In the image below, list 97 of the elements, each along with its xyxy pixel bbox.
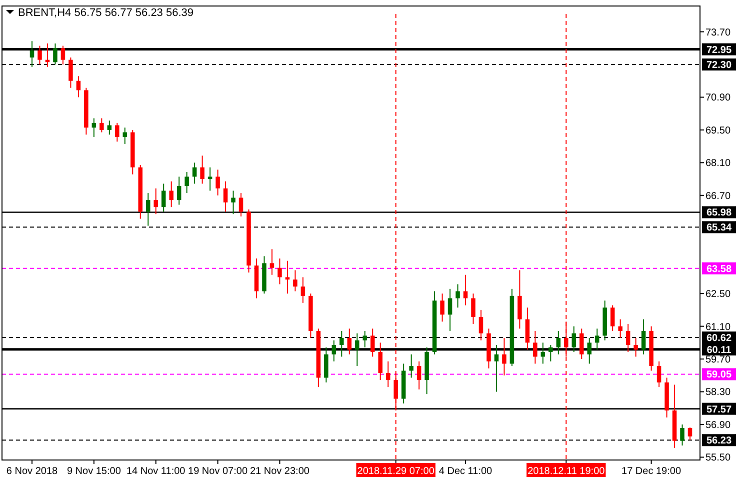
candlestick	[238, 192, 244, 217]
y-tick-label: 73.70	[705, 27, 731, 38]
candlestick	[370, 328, 375, 358]
candlestick	[176, 176, 182, 206]
candlestick	[656, 360, 662, 388]
candlestick	[30, 40, 34, 68]
ref-line-label: 65.98	[706, 208, 732, 219]
x-tick-label: 6 Nov 2018	[6, 466, 58, 477]
y-tick-label: 61.10	[705, 322, 731, 333]
x-tick-label: 17 Dec 19:00	[622, 466, 682, 477]
ref-line-label: 60.62	[706, 333, 732, 344]
candlestick	[332, 340, 336, 362]
candlestick	[641, 318, 646, 355]
candlestick	[355, 332, 360, 367]
candlestick	[579, 328, 584, 360]
candlestick	[192, 162, 197, 184]
candlestick	[340, 330, 344, 358]
candlestick	[270, 248, 274, 276]
candlestick	[223, 180, 228, 212]
candlestick	[594, 328, 600, 350]
candlestick	[347, 328, 352, 355]
candlestick	[409, 354, 414, 378]
ref-line-label: 60.11	[706, 344, 732, 356]
candlestick	[618, 318, 622, 338]
ref-line-label: 72.95	[706, 44, 732, 56]
y-tick-label: 70.90	[705, 92, 731, 104]
candlestick	[416, 360, 422, 390]
ref-line-label: 72.30	[706, 60, 732, 71]
candlestick	[626, 323, 630, 353]
candlestick	[184, 172, 189, 194]
candlestick	[208, 166, 212, 192]
candlestick	[154, 188, 158, 215]
candlestick	[115, 122, 120, 142]
candlestick	[300, 276, 306, 304]
y-tick-label: 59.70	[705, 354, 731, 366]
x-tick-label: 4 Dec 11:00	[438, 466, 493, 477]
candlestick	[548, 344, 553, 362]
x-tick-label: 14 Nov 11:00	[126, 466, 186, 477]
candlestick	[448, 288, 452, 332]
y-tick-label: 56.90	[705, 420, 731, 431]
candlestick	[146, 192, 150, 226]
y-tick-label: 68.10	[705, 158, 731, 170]
candlestick	[518, 270, 522, 330]
candlestick	[688, 427, 692, 441]
x-tick-label: 2018.12.11 19:00	[528, 466, 606, 477]
candlestick	[68, 56, 73, 88]
candlestick	[169, 180, 174, 208]
candlestick	[38, 45, 42, 65]
candlestick	[76, 76, 81, 98]
x-tick-label: 2018.11.29 07:00	[357, 466, 435, 477]
ref-line-label: 57.57	[706, 404, 732, 416]
ref-line-label: 63.58	[706, 264, 732, 275]
ref-line-label: 65.34	[706, 222, 732, 234]
candlestick	[533, 330, 538, 364]
candlestick	[231, 190, 236, 215]
ref-line-label: 56.23	[706, 436, 732, 447]
candlestick	[540, 342, 546, 364]
x-tick-label: 21 Nov 23:00	[250, 466, 310, 477]
candlestick	[634, 337, 638, 358]
candlestick	[386, 360, 390, 388]
candlestick	[456, 284, 460, 308]
candlestick	[122, 127, 128, 144]
candlestick	[525, 307, 530, 350]
candlestick	[502, 337, 506, 376]
y-tick-label: 55.50	[705, 452, 731, 464]
candlestick	[556, 330, 561, 355]
candlestick	[587, 337, 592, 364]
chart-title: BRENT,H4 56.75 56.77 56.23 56.39	[18, 7, 194, 19]
candlestick	[107, 120, 112, 136]
candlestick	[680, 424, 684, 446]
candlestick	[324, 346, 328, 383]
x-tick-label: 9 Nov 15:00	[66, 466, 122, 477]
candlestick	[216, 169, 220, 196]
x-tick-label: 19 Nov 07:00	[188, 466, 248, 477]
candlestick	[278, 258, 282, 285]
candlestick	[494, 344, 499, 392]
ref-line-label: 59.05	[706, 370, 732, 381]
candlestick	[440, 293, 444, 322]
candlestick	[200, 155, 204, 184]
candlestick	[285, 260, 290, 294]
y-tick-label: 62.50	[705, 289, 731, 300]
candlestick	[572, 326, 576, 353]
candlestick	[463, 274, 468, 306]
y-tick-label: 69.50	[705, 125, 731, 136]
y-tick-label: 58.30	[705, 387, 731, 398]
y-tick-label: 66.70	[705, 190, 731, 202]
candlestick	[60, 45, 66, 65]
candlestick	[161, 183, 166, 212]
candlestick	[100, 118, 104, 133]
candlestick	[92, 118, 96, 138]
candlestick	[378, 342, 382, 381]
candlestick	[293, 270, 298, 292]
candlestick	[362, 330, 367, 348]
candlestick	[53, 42, 58, 65]
candlestick	[610, 304, 615, 332]
candlestick	[471, 293, 476, 324]
candlestick	[478, 309, 484, 341]
